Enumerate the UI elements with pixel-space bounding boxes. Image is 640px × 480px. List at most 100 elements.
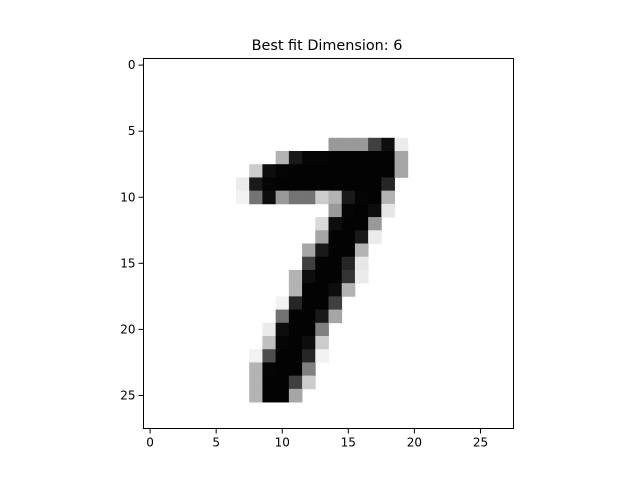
heatmap-cell xyxy=(288,375,303,390)
heatmap-cell xyxy=(341,203,356,218)
heatmap-cell xyxy=(341,269,356,284)
y-tick-label: 10 xyxy=(120,190,135,204)
heatmap-cell xyxy=(315,296,329,310)
heatmap-cell xyxy=(302,164,316,178)
heatmap-cell xyxy=(262,322,277,337)
heatmap-cell xyxy=(341,256,356,271)
heatmap-cell xyxy=(341,283,356,297)
heatmap-cell xyxy=(354,151,369,165)
heatmap-cell xyxy=(302,375,316,390)
heatmap-cell xyxy=(368,164,382,178)
heatmap-cell xyxy=(354,217,369,231)
heatmap-cell xyxy=(288,177,303,192)
heatmap-cell xyxy=(249,349,263,363)
heatmap-cell xyxy=(249,164,263,178)
heatmap-cell xyxy=(381,190,395,205)
heatmap-cell xyxy=(262,177,277,192)
heatmap-cell xyxy=(315,243,329,258)
heatmap-cell xyxy=(288,269,303,284)
heatmap-cell xyxy=(288,349,303,363)
heatmap-cell xyxy=(249,177,263,192)
heatmap-cell xyxy=(341,217,356,231)
heatmap-cell xyxy=(315,217,329,231)
x-tick-label: 15 xyxy=(341,436,356,450)
heatmap-cell xyxy=(328,137,343,152)
heatmap-cell xyxy=(249,190,263,205)
heatmap-cell xyxy=(341,151,356,165)
heatmap-cell xyxy=(315,256,329,271)
y-axis: 0 5 10 15 20 25 xyxy=(120,58,144,402)
heatmap-cell xyxy=(262,349,277,363)
heatmap-cell xyxy=(288,388,303,403)
heatmap-cell xyxy=(288,190,303,205)
heatmap-cell xyxy=(354,256,369,271)
heatmap-cell xyxy=(315,177,329,192)
heatmap-cell xyxy=(262,388,277,403)
heatmap-cell xyxy=(275,177,290,192)
heatmap-cell xyxy=(302,243,316,258)
heatmap-cell xyxy=(249,388,263,403)
x-tick-label: 5 xyxy=(212,436,220,450)
heatmap-cell xyxy=(288,309,303,324)
heatmap-cell xyxy=(275,388,290,403)
heatmap-cell xyxy=(394,151,409,165)
heatmap-cell xyxy=(341,164,356,178)
y-tick-label: 20 xyxy=(120,322,135,336)
y-tick-label: 5 xyxy=(128,124,136,138)
x-axis: 0 5 10 15 20 25 xyxy=(146,428,488,450)
heatmap-cell xyxy=(368,217,382,231)
y-tick-label: 0 xyxy=(128,58,136,72)
heatmap-cell xyxy=(341,190,356,205)
heatmap-cell xyxy=(368,177,382,192)
heatmap-cell xyxy=(302,256,316,271)
heatmap-cell xyxy=(381,203,395,218)
heatmap-cell xyxy=(368,230,382,244)
heatmap-cell xyxy=(368,203,382,218)
heatmap-cell xyxy=(328,190,343,205)
heatmap-cell xyxy=(302,349,316,363)
heatmap-cell xyxy=(275,375,290,390)
heatmap-cell xyxy=(328,256,343,271)
heatmap-cell xyxy=(354,177,369,192)
heatmap-cell xyxy=(341,243,356,258)
heatmap-cell xyxy=(262,164,277,178)
heatmap-cell xyxy=(368,190,382,205)
heatmap-cell xyxy=(236,190,250,205)
heatmap-cell xyxy=(341,137,356,152)
x-tick-label: 20 xyxy=(407,436,422,450)
heatmap-cell xyxy=(328,243,343,258)
heatmap-cell xyxy=(275,164,290,178)
chart-title: Best fit Dimension: 6 xyxy=(252,38,403,54)
heatmap-cell xyxy=(302,309,316,324)
heatmap-cell xyxy=(328,151,343,165)
heatmap-cell xyxy=(381,164,395,178)
heatmap-cell xyxy=(315,309,329,324)
heatmap-cell xyxy=(368,137,382,152)
heatmap-cell xyxy=(354,203,369,218)
heatmap-cell xyxy=(302,336,316,350)
heatmap-cell xyxy=(354,137,369,152)
heatmap-cell xyxy=(394,137,409,152)
heatmap-cell xyxy=(288,151,303,165)
y-tick-label: 15 xyxy=(120,256,135,270)
heatmap-cell xyxy=(354,230,369,244)
heatmap-cell xyxy=(315,322,329,337)
heatmap-cell xyxy=(302,151,316,165)
heatmap-cell xyxy=(354,164,369,178)
heatmap-cell xyxy=(328,217,343,231)
heatmap-cell xyxy=(315,283,329,297)
heatmap-cell xyxy=(381,177,395,192)
heatmap-cell xyxy=(328,283,343,297)
heatmap-cell xyxy=(275,151,290,165)
heatmap-cell xyxy=(262,362,277,377)
heatmap-cell xyxy=(354,269,369,284)
heatmap-cell xyxy=(328,309,343,324)
heatmap-cell xyxy=(275,322,290,337)
heatmap-cell xyxy=(262,375,277,390)
heatmap-cell xyxy=(315,349,329,363)
heatmap-cell xyxy=(302,177,316,192)
heatmap-cell xyxy=(341,230,356,244)
heatmap-cell xyxy=(302,190,316,205)
heatmap-cell xyxy=(341,177,356,192)
